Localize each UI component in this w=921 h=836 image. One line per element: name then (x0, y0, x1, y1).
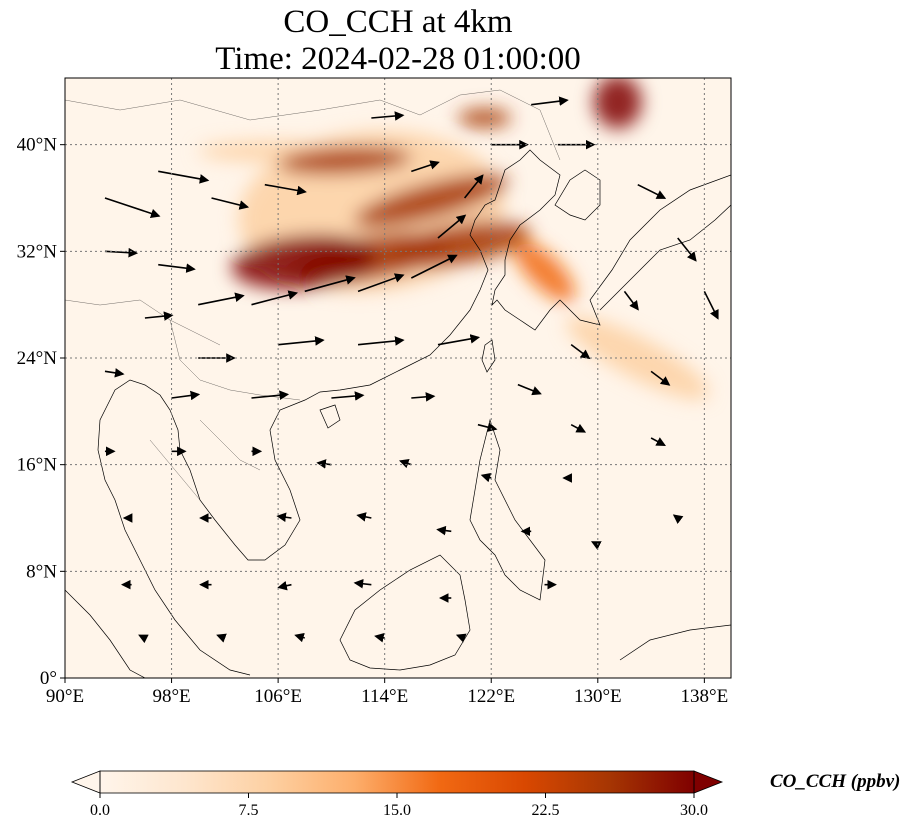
colorbar-extend-min (70, 770, 101, 794)
y-tick-label: 0° (40, 668, 57, 689)
wind-arrow (198, 292, 245, 306)
co-plume (353, 174, 509, 228)
wind-arrow (264, 183, 307, 196)
wind-arrow (570, 423, 587, 433)
wind-arrow (480, 473, 492, 483)
map-frame (64, 77, 732, 679)
wind-arrow (677, 237, 697, 262)
x-axis-ticks: 90°E 98°E 106°E 114°E 122°E 130°E 138°E (46, 678, 728, 707)
wind-arrow (211, 197, 250, 210)
wind-arrow (531, 96, 569, 106)
wind-arrow (316, 459, 332, 469)
colorbar-extend-max (693, 770, 724, 794)
x-tick-label: 122°E (467, 686, 515, 707)
wind-arrow (455, 633, 467, 643)
wind-arrow (410, 254, 458, 279)
y-tick-label: 8°N (26, 561, 57, 582)
wind-arrow (158, 170, 210, 184)
wind-arrow (144, 311, 174, 321)
colorbar-title: CO_CCH (ppbv) (770, 771, 900, 792)
co-plume (514, 240, 575, 302)
colorbar-tick-label: 15.0 (383, 802, 411, 819)
wind-arrow (216, 633, 227, 643)
wind-arrow (357, 273, 405, 293)
y-tick-label: 16°N (17, 455, 58, 476)
wind-arrow (278, 336, 325, 346)
coastline-hainan (319, 404, 341, 429)
x-tick-label: 90°E (46, 686, 84, 707)
y-tick-label: 40°N (17, 135, 58, 156)
co-plume (566, 316, 709, 400)
wind-arrow (463, 174, 484, 199)
wind-arrow (251, 290, 299, 306)
wind-arrow (104, 197, 161, 219)
x-tick-label: 114°E (361, 686, 408, 707)
wind-arrow (570, 344, 591, 360)
co-plume (593, 78, 642, 129)
wind-arrow (650, 437, 666, 446)
wind-arrow (331, 391, 365, 401)
coastline-korea (554, 169, 601, 221)
wind-arrow (411, 392, 436, 402)
wind-arrow (138, 634, 149, 644)
coastline-sumatra (65, 589, 146, 678)
plot-title-line-2: Time: 2024-02-28 01:00:00 (215, 41, 581, 77)
co-plume (278, 146, 412, 175)
wind-arrow (590, 541, 602, 550)
wind-arrow (637, 183, 667, 199)
wind-arrow (277, 580, 292, 591)
wind-arrow (356, 512, 372, 522)
wind-arrow (158, 263, 196, 273)
coastline-taiwan (481, 339, 496, 373)
co-concentration-field (198, 78, 709, 400)
coastline-borneo (339, 554, 471, 671)
y-tick-label: 24°N (17, 348, 58, 369)
y-axis-ticks: 0° 8°N 16°N 24°N 32°N 40°N (17, 135, 65, 689)
wind-arrow (104, 368, 125, 378)
colorbar-ticks: 0.0 7.5 15.0 22.5 30.0 (90, 793, 708, 819)
country-borders (65, 89, 561, 501)
wind-arrow (371, 111, 405, 121)
colorbar-tick-label: 7.5 (239, 802, 259, 819)
colorbar-tick-label: 22.5 (532, 802, 560, 819)
gridlines (65, 78, 731, 678)
wind-arrow (251, 390, 290, 400)
wind-arrow (477, 422, 498, 432)
wind-arrow (437, 334, 481, 346)
coastline-philippines (469, 418, 546, 601)
x-tick-label: 98°E (152, 686, 190, 707)
plot-title-line-1: CO_CCH at 4km (283, 4, 513, 40)
wind-arrow (304, 275, 356, 293)
wind-arrow (294, 633, 305, 643)
colorbar-tick-label: 0.0 (90, 802, 110, 819)
wind-arrow (650, 370, 671, 386)
colorbar: 0.0 7.5 15.0 22.5 30.0 CO_CCH (ppbv) (70, 770, 900, 819)
co-plume (385, 221, 531, 269)
y-tick-label: 32°N (17, 241, 58, 262)
x-tick-label: 106°E (254, 686, 302, 707)
co-plume (457, 108, 512, 128)
wind-vectors (104, 96, 719, 644)
colorbar-gradient (100, 771, 694, 793)
co-plume (231, 234, 378, 290)
wind-arrow (411, 160, 440, 173)
wind-arrow (276, 512, 292, 523)
wind-arrow (357, 336, 405, 346)
x-tick-label: 138°E (681, 686, 729, 707)
x-tick-label: 130°E (574, 686, 622, 707)
wind-arrow (353, 578, 372, 589)
wind-arrow (623, 290, 639, 311)
wind-arrow (517, 383, 542, 396)
wind-arrow (672, 514, 684, 524)
wind-arrow (703, 290, 719, 320)
wind-arrow (374, 633, 385, 643)
wind-arrow (436, 525, 452, 536)
wind-arrow (399, 459, 412, 469)
colorbar-tick-label: 30.0 (680, 802, 708, 819)
wind-arrow (171, 390, 201, 401)
wind-arrow (437, 214, 467, 239)
coastline-new-guinea (619, 624, 731, 661)
coastline-japan (599, 204, 731, 311)
